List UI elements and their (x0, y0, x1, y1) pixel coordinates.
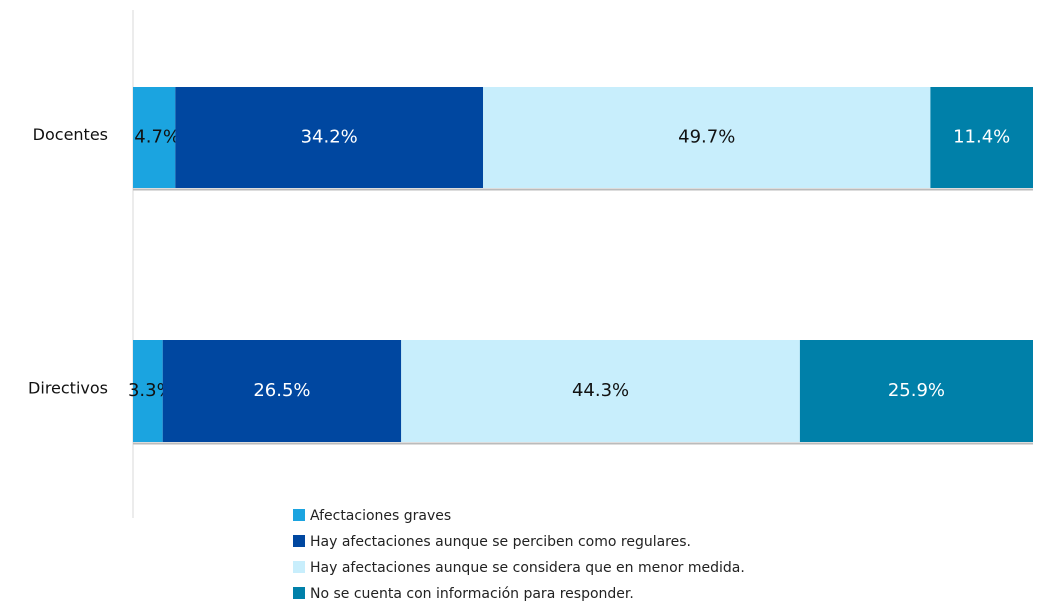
value-label: 34.2% (301, 127, 358, 148)
legend-label: Hay afectaciones aunque se considera que… (310, 560, 745, 576)
value-label: 44.3% (572, 380, 629, 401)
legend-label: Afectaciones graves (310, 508, 451, 524)
legend-swatch (293, 535, 305, 547)
bar-segment (401, 340, 800, 442)
bar-segment (175, 87, 484, 188)
category-label: Docentes (33, 125, 108, 144)
legend-swatch (293, 509, 305, 521)
bar-segment (483, 87, 931, 188)
legend-swatch (293, 587, 305, 599)
value-label: 4.7% (134, 127, 180, 148)
value-label: 26.5% (253, 380, 310, 401)
bar-segment (799, 340, 1033, 442)
bar-segment (133, 87, 176, 188)
value-label: 3.3% (128, 380, 174, 401)
value-label: 49.7% (678, 127, 735, 148)
category-label: Directivos (28, 379, 108, 398)
legend-swatch (293, 561, 305, 573)
legend-label: Hay afectaciones aunque se perciben como… (310, 534, 691, 550)
bar-segment (162, 340, 402, 442)
value-label: 11.4% (953, 127, 1010, 148)
bar-segment (930, 87, 1033, 188)
bar-segment (133, 340, 163, 442)
value-label: 25.9% (888, 380, 945, 401)
legend-label: No se cuenta con información para respon… (310, 586, 634, 602)
